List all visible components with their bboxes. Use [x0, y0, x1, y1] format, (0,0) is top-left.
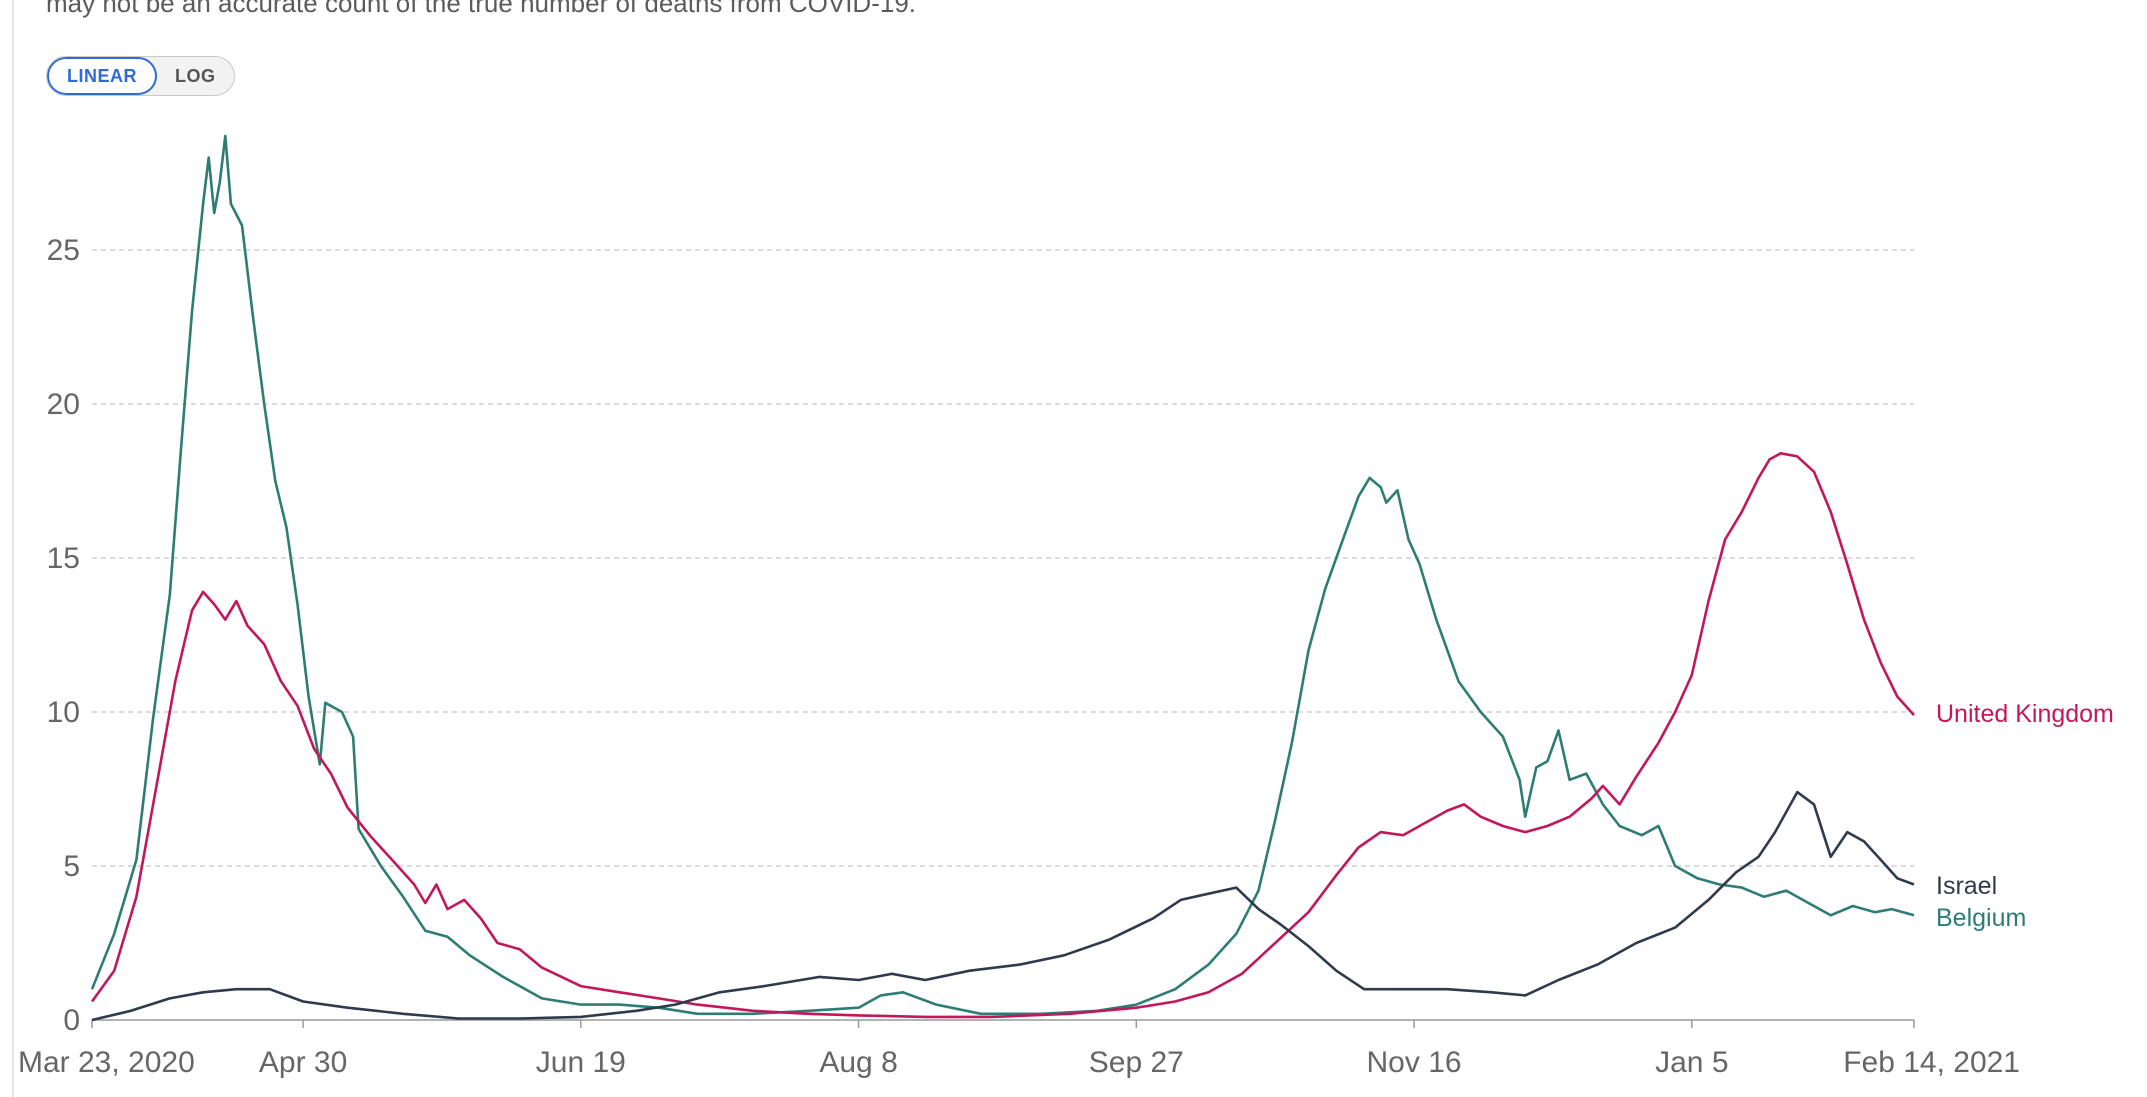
left-border	[12, 0, 14, 1097]
x-tick-label: Feb 14, 2021	[1843, 1046, 2020, 1079]
linear-scale-button[interactable]: LINEAR	[47, 57, 157, 95]
series-line-united-kingdom[interactable]	[90, 452, 1915, 1019]
y-tick-label: 20	[47, 388, 80, 421]
y-tick-label: 10	[47, 696, 80, 729]
series-label-israel: Israel	[1936, 872, 1997, 900]
x-tick-label: Sep 27	[1089, 1046, 1184, 1079]
x-axis: Mar 23, 2020 Apr 30 Jun 19 Aug 8 Sep 27 Nov 1…	[18, 1019, 2020, 1079]
x-tick-label: Apr 30	[259, 1046, 347, 1079]
series-label-united-kingdom: United Kingdom	[1936, 700, 2114, 728]
x-tick-label: Jun 19	[536, 1046, 626, 1079]
series-line-belgium[interactable]	[90, 134, 1915, 1016]
series-lines	[90, 134, 1915, 1022]
series-labels: Belgium United Kingdom Israel	[1936, 700, 2114, 932]
x-tick-label: Mar 23, 2020	[18, 1046, 195, 1079]
y-tick-label: 25	[47, 234, 80, 267]
x-tick-label: Aug 8	[819, 1046, 897, 1079]
series-line-israel[interactable]	[91, 790, 1915, 1022]
x-tick-label: Nov 16	[1367, 1046, 1462, 1079]
series-label-belgium: Belgium	[1936, 904, 2026, 932]
scale-toggle: LINEAR LOG	[46, 56, 235, 96]
x-tick-label: Jan 5	[1655, 1046, 1728, 1079]
chart-note: may not be an accurate count of the true…	[46, 0, 917, 18]
y-tick-label: 5	[63, 850, 80, 883]
log-scale-button[interactable]: LOG	[157, 57, 234, 95]
y-tick-label: 0	[63, 1004, 80, 1037]
gridlines: 0 5 10 15 20 25	[47, 234, 1914, 1037]
y-tick-label: 15	[47, 542, 80, 575]
